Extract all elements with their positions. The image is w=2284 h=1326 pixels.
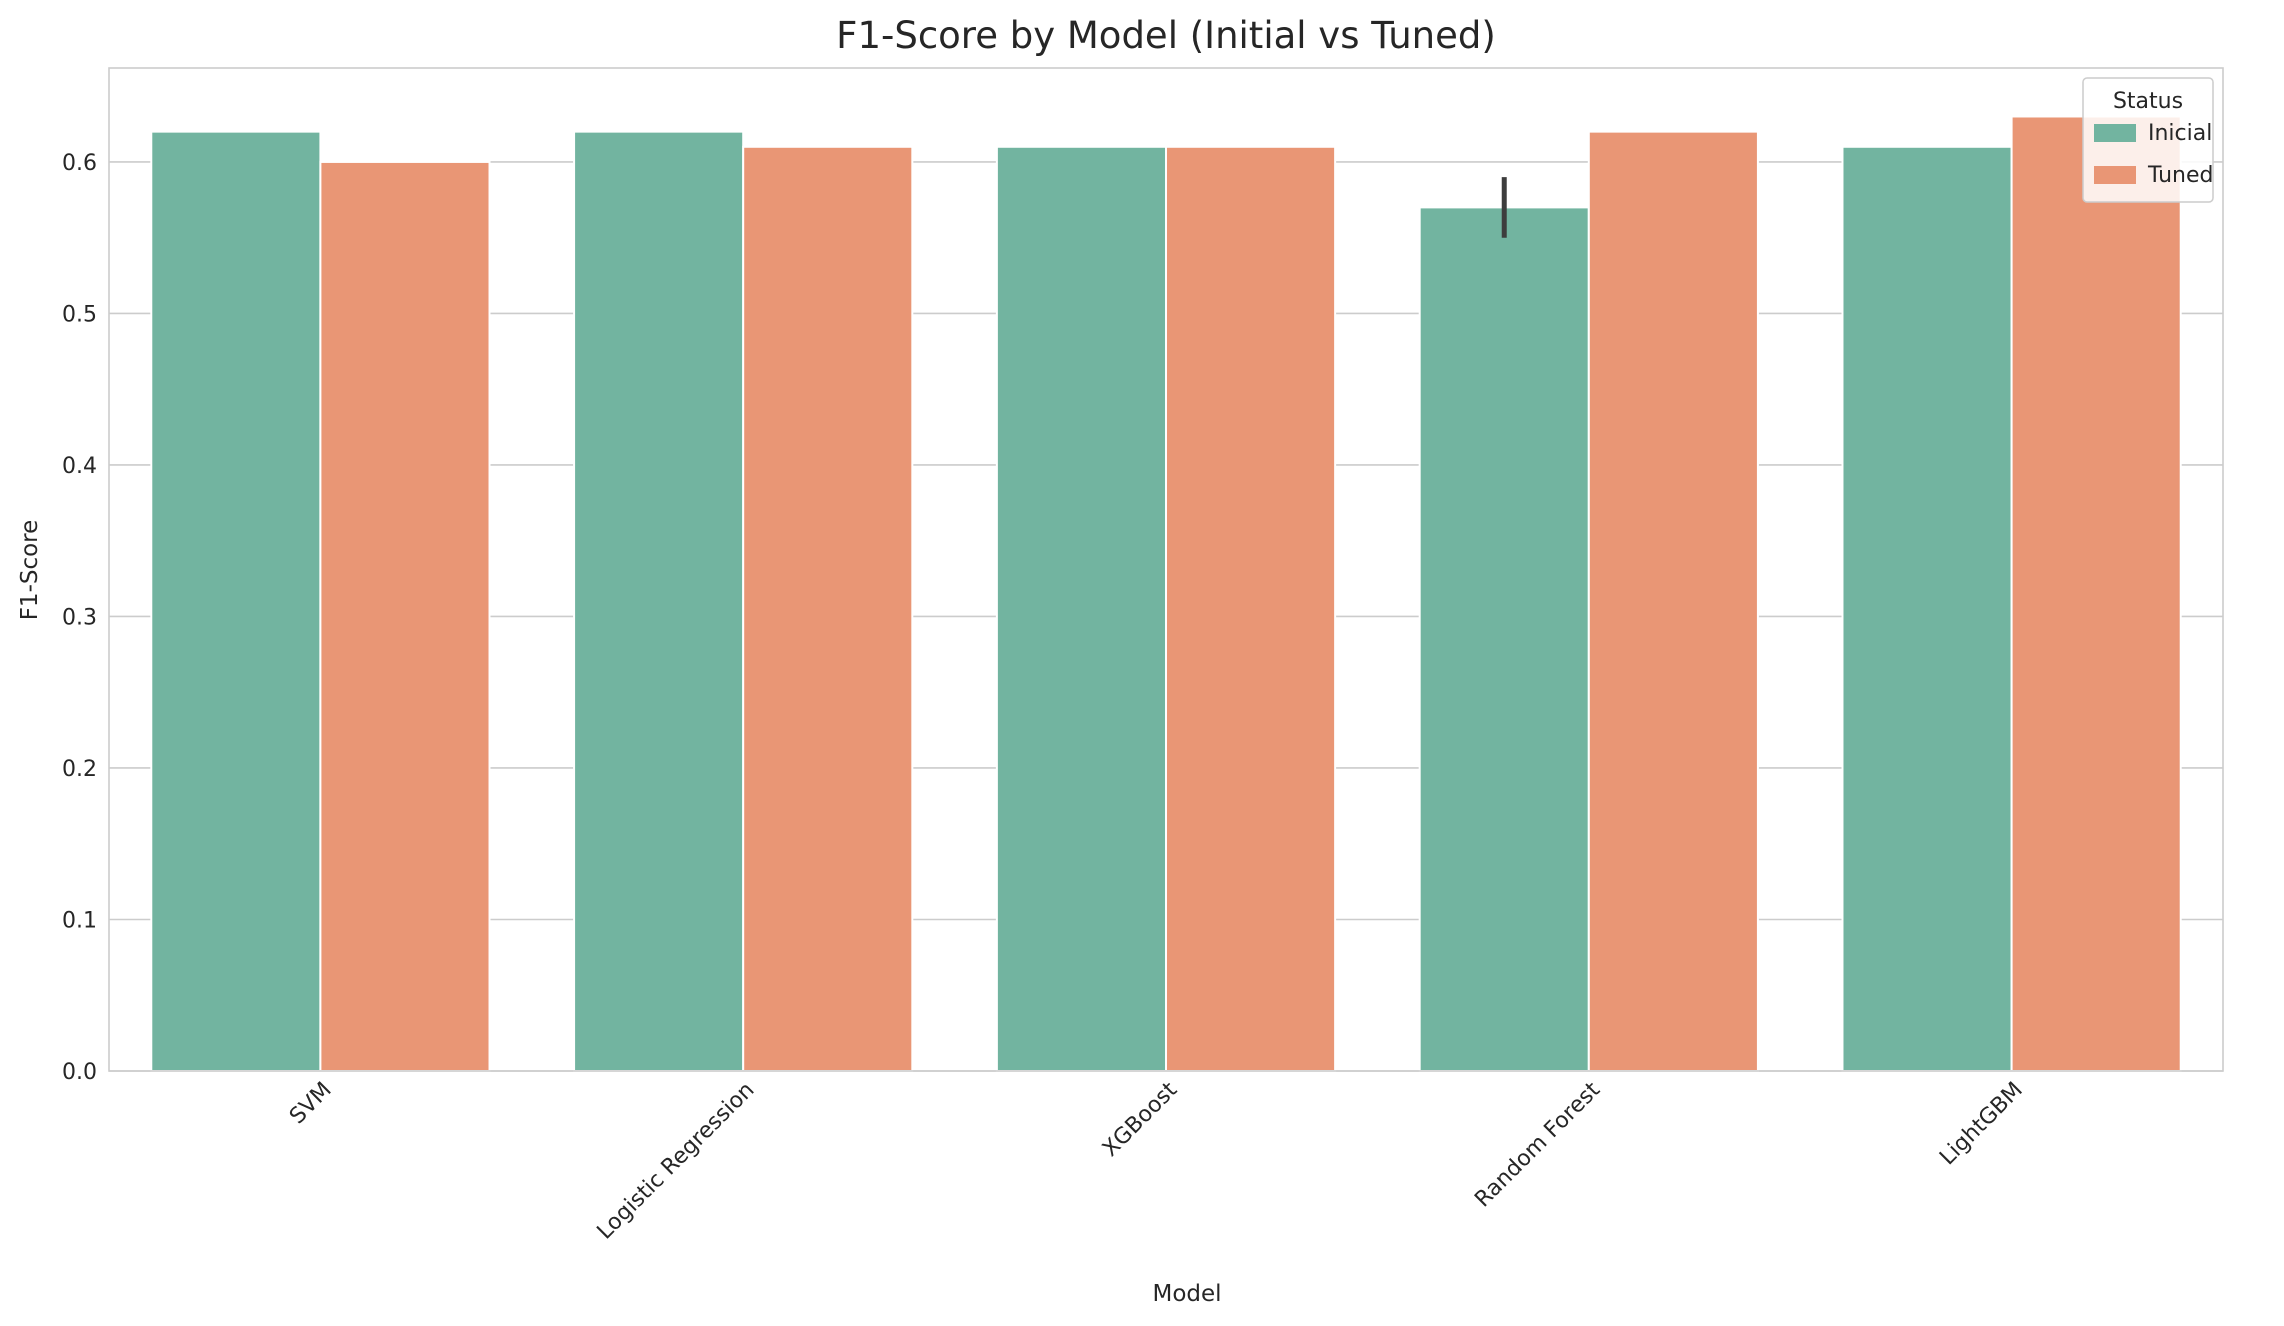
y-tick-label: 0.3 xyxy=(62,605,97,630)
bar-random-forest-tuned xyxy=(1587,130,1759,1072)
x-tick-label-random-forest: Random Forest xyxy=(1470,1077,1605,1212)
x-axis-label: Model xyxy=(1152,1281,1221,1307)
x-tick-label-svm: SVM xyxy=(285,1078,337,1130)
bar-lightgbm-inicial xyxy=(1841,145,2013,1072)
y-tick-label: 0.0 xyxy=(62,1060,97,1085)
x-tick-label-xgboost: XGBoost xyxy=(1098,1077,1183,1162)
bar-logistic-regression-tuned xyxy=(742,145,914,1072)
bar-lightgbm-tuned xyxy=(2010,115,2182,1072)
y-tick-labels: 0.0 0.1 0.2 0.3 0.4 0.5 0.6 xyxy=(62,151,97,1085)
y-tick-label: 0.4 xyxy=(62,454,97,479)
bar-logistic-regression-inicial xyxy=(573,130,745,1072)
bar-svm-tuned xyxy=(319,160,491,1072)
y-tick-label: 0.2 xyxy=(62,757,97,782)
bar-random-forest-inicial xyxy=(1418,206,1590,1073)
legend-swatch-inicial xyxy=(2094,124,2136,142)
legend-label-tuned: Tuned xyxy=(2147,163,2213,188)
legend-title: Status xyxy=(2113,89,2183,114)
y-axis-label: F1-Score xyxy=(17,520,43,621)
bars xyxy=(150,115,2182,1073)
x-tick-label-lightgbm: LightGBM xyxy=(1935,1078,2028,1171)
legend: Status Inicial Tuned xyxy=(2082,77,2214,203)
x-tick-labels: SVM Logistic Regression XGBoost Random Fore… xyxy=(285,1077,2028,1244)
chart-title: F1-Score by Model (Initial vs Tuned) xyxy=(836,14,1496,57)
y-tick-label: 0.6 xyxy=(62,151,97,176)
legend-label-inicial: Inicial xyxy=(2148,121,2212,146)
plot-frame xyxy=(108,67,2224,1072)
x-tick-label-logistic-regression: Logistic Regression xyxy=(593,1078,760,1245)
y-tick-label: 0.5 xyxy=(62,302,97,327)
bar-xgboost-inicial xyxy=(995,145,1167,1072)
bar-xgboost-tuned xyxy=(1165,145,1337,1072)
legend-swatch-tuned xyxy=(2094,166,2136,184)
y-tick-label: 0.1 xyxy=(62,908,97,933)
bar-svm-inicial xyxy=(150,130,322,1072)
